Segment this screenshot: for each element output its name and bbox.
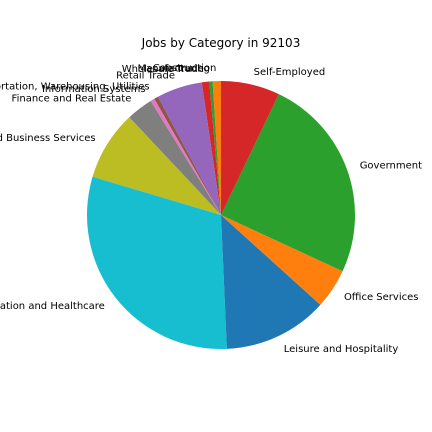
slice-label-manufacturing: Manufacturing (137, 64, 209, 75)
pie-slice-office-services (221, 215, 343, 305)
pie-slice-construction (212, 80, 221, 216)
pie-slice-finance-and-real-estate (129, 100, 221, 215)
slice-label-finance-and-real-estate: Finance and Real Estate (12, 93, 132, 104)
pie-slice-retail-trade (157, 82, 221, 216)
pie-slice-manufacturing (209, 81, 221, 215)
pie-slice-professional-and-business-services (92, 117, 221, 215)
slice-label-transportation-warehousing-utilities: Transportation, Warehousing, Utilities (0, 82, 150, 93)
slice-label-retail-trade: Retail Trade (116, 70, 175, 81)
pie-slice-transportation-warehousing-utilities (154, 96, 221, 215)
slice-label-professional-and-business-services: Professional and Business Services (0, 133, 96, 144)
slice-label-information-systems: Information Systems (42, 84, 146, 95)
chart-title: Jobs by Category in 92103 (141, 36, 301, 50)
slice-label-government: Government (360, 161, 422, 172)
pie-slice-leisure-and-hospitality (221, 215, 321, 349)
slice-label-office-services: Office Services (344, 292, 419, 303)
pie-slice-wholesale-trade (201, 81, 221, 216)
pie-slice-government (221, 94, 355, 272)
slice-label-self-employed: Self-Employed (254, 67, 326, 78)
slice-label-construction: Construction (153, 63, 217, 74)
pie-slice-education-and-healthcare (87, 176, 227, 349)
slice-label-leisure-and-hospitality: Leisure and Hospitality (284, 344, 399, 355)
pie-slice-self-employed (221, 81, 279, 215)
slice-label-education-and-healthcare: Education and Healthcare (0, 301, 105, 312)
pie-slices (87, 80, 355, 349)
pie-slice-information-systems (150, 98, 221, 215)
slice-label-wholesale-trade: Wholesale Trade (122, 64, 204, 75)
